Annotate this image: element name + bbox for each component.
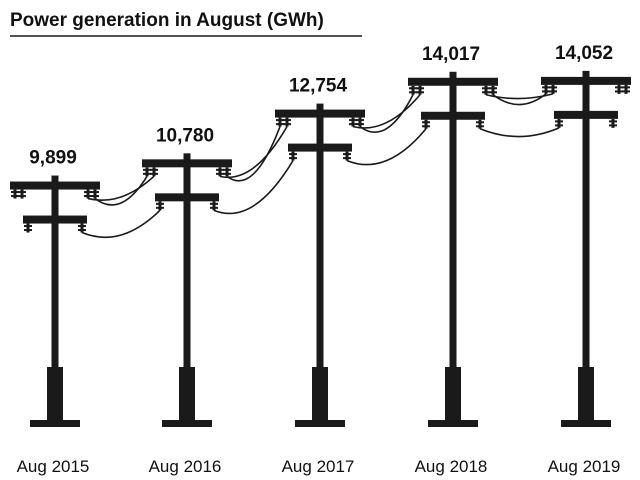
insulator xyxy=(283,117,291,127)
lower-crossarm xyxy=(421,111,485,120)
value-label: 10,780 xyxy=(156,125,214,146)
value-label: 12,754 xyxy=(289,76,348,97)
upper-crossarm xyxy=(541,76,631,85)
chart-title: Power generation in August (GWh) xyxy=(10,10,324,31)
power-wire xyxy=(226,126,281,182)
lower-crossarm xyxy=(155,193,219,202)
insulator xyxy=(615,84,623,94)
pole-foot xyxy=(30,420,80,427)
insulator xyxy=(349,117,357,127)
insulator xyxy=(416,85,424,95)
pole-shaft xyxy=(316,103,324,426)
pole-base xyxy=(179,367,195,425)
power-wire xyxy=(352,94,421,129)
power-wire xyxy=(492,93,547,106)
insulator xyxy=(343,151,351,161)
pole-base xyxy=(578,367,594,425)
category-label: Aug 2019 xyxy=(548,457,621,476)
insulator xyxy=(24,223,32,233)
power-wire xyxy=(346,128,427,166)
insulator xyxy=(78,223,86,233)
category-label: Aug 2016 xyxy=(149,457,222,476)
insulator xyxy=(542,84,550,94)
insulator xyxy=(143,167,151,177)
upper-crossarm xyxy=(10,181,100,190)
labels-group: 9,899 Aug 2015 10,780 Aug 2016 12,754 Aug 201… xyxy=(17,43,621,476)
power-wire xyxy=(219,126,288,179)
insulator xyxy=(84,189,92,199)
lower-crossarm xyxy=(554,110,618,119)
pole-base xyxy=(445,367,461,425)
insulator xyxy=(609,118,617,128)
insulator xyxy=(555,118,563,128)
poles-group xyxy=(10,70,631,427)
value-label: 14,017 xyxy=(422,44,480,65)
power-wire xyxy=(479,127,560,138)
power-wire xyxy=(359,94,414,133)
insulator xyxy=(216,167,224,177)
power-wire xyxy=(87,175,155,202)
insulator xyxy=(489,85,497,95)
utility-pole xyxy=(275,103,365,427)
pole-foot xyxy=(162,420,212,427)
utility-pole xyxy=(541,70,631,427)
insulator xyxy=(549,84,557,94)
category-label: Aug 2015 xyxy=(17,457,90,476)
pole-shaft xyxy=(183,153,191,425)
category-label: Aug 2018 xyxy=(415,457,488,476)
insulator xyxy=(356,117,364,127)
utility-pole xyxy=(408,71,498,427)
pole-base xyxy=(47,367,63,425)
power-wire xyxy=(213,160,294,215)
insulator xyxy=(276,117,284,127)
insulator xyxy=(11,189,19,199)
utility-pole xyxy=(10,175,100,427)
lower-crossarm xyxy=(23,215,87,224)
power-wire xyxy=(94,175,148,206)
insulator xyxy=(482,85,490,95)
power-lines xyxy=(81,93,560,239)
insulator xyxy=(210,201,218,211)
pole-foot xyxy=(295,420,345,427)
insulator xyxy=(91,189,99,199)
pole-shaft xyxy=(449,71,457,425)
value-label: 9,899 xyxy=(29,148,77,169)
insulator xyxy=(622,84,630,94)
insulator xyxy=(289,151,297,161)
pole-base xyxy=(312,367,328,425)
power-wire xyxy=(485,93,554,100)
category-label: Aug 2017 xyxy=(282,457,355,476)
pole-foot xyxy=(428,420,478,427)
insulator xyxy=(476,119,484,129)
insulator xyxy=(18,189,26,199)
utility-pole xyxy=(142,153,232,427)
insulator xyxy=(409,85,417,95)
upper-crossarm xyxy=(408,77,498,86)
pole-foot xyxy=(561,420,611,427)
insulator xyxy=(422,119,430,129)
pole-shaft xyxy=(51,175,59,425)
upper-crossarm xyxy=(275,109,365,118)
insulator xyxy=(223,167,231,177)
pole-shaft xyxy=(582,70,590,426)
value-label: 14,052 xyxy=(555,43,613,64)
upper-crossarm xyxy=(142,159,232,168)
power-wire xyxy=(81,209,161,239)
lower-crossarm xyxy=(288,143,352,152)
insulator xyxy=(150,167,158,177)
insulator xyxy=(156,201,164,211)
